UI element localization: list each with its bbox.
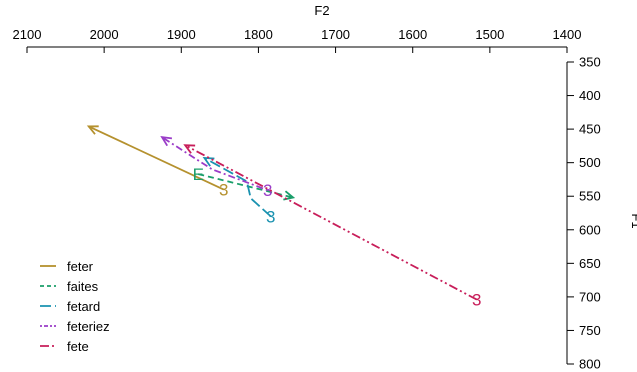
series-line-fetard bbox=[203, 157, 272, 218]
y-tick-label: 550 bbox=[579, 189, 601, 204]
point-label-feteriez: 3 bbox=[263, 181, 272, 200]
series-feter: 3 bbox=[86, 125, 228, 200]
legend-item-faites: faites bbox=[40, 279, 99, 294]
x-tick-label: 2100 bbox=[13, 27, 42, 42]
x-tick-label: 1800 bbox=[244, 27, 273, 42]
series-line-fete bbox=[184, 144, 478, 301]
series-arrow-feteriez bbox=[160, 136, 173, 147]
legend-label: fetard bbox=[67, 299, 100, 314]
y-tick-label: 600 bbox=[579, 222, 601, 237]
point-label-fete: 3 bbox=[472, 291, 481, 310]
y-tick-label: 500 bbox=[579, 155, 601, 170]
x-tick-label: 1700 bbox=[321, 27, 350, 42]
series-arrow-feter bbox=[86, 125, 99, 135]
series-line-feter bbox=[88, 125, 225, 191]
legend-item-fete: fete bbox=[40, 339, 89, 354]
y-tick-label: 750 bbox=[579, 323, 601, 338]
y-tick-label: 800 bbox=[579, 357, 601, 372]
y-axis: 350 400 450 500 550 600 650 700 750 800 bbox=[566, 55, 601, 372]
point-label-faites: E bbox=[193, 165, 204, 184]
point-label-feter: 3 bbox=[219, 181, 228, 200]
x-tick-label: 1500 bbox=[475, 27, 504, 42]
series-feteriez: 3 bbox=[160, 136, 272, 200]
x-tick-label: 1400 bbox=[553, 27, 582, 42]
series-line-feteriez bbox=[161, 136, 269, 192]
legend-item-feter: feter bbox=[40, 259, 94, 274]
series-arrow-fetard bbox=[202, 156, 215, 167]
x-axis-label: F2 bbox=[314, 3, 329, 18]
y-axis-label: F1 bbox=[629, 213, 637, 228]
legend-label: fete bbox=[67, 339, 89, 354]
y-tick-label: 700 bbox=[579, 289, 601, 304]
x-axis: 2100 2000 1900 1800 1700 1600 1500 1400 bbox=[13, 27, 582, 53]
y-tick-label: 350 bbox=[579, 55, 601, 70]
x-tick-label: 1600 bbox=[398, 27, 427, 42]
legend-label: faites bbox=[67, 279, 99, 294]
series-arrow-fete bbox=[183, 144, 196, 154]
legend: feter faites fetard feteriez fete bbox=[40, 259, 110, 354]
point-label-fetard: 3 bbox=[266, 207, 275, 226]
x-tick-label: 1900 bbox=[167, 27, 196, 42]
legend-label: feteriez bbox=[67, 319, 110, 334]
series-fetard: 3 bbox=[202, 156, 276, 226]
legend-label: feter bbox=[67, 259, 94, 274]
legend-item-fetard: fetard bbox=[40, 299, 100, 314]
x-tick-label: 2000 bbox=[90, 27, 119, 42]
y-tick-label: 400 bbox=[579, 88, 601, 103]
y-tick-label: 650 bbox=[579, 256, 601, 271]
series-fete: 3 bbox=[183, 144, 481, 310]
legend-item-feteriez: feteriez bbox=[40, 319, 110, 334]
y-tick-label: 450 bbox=[579, 122, 601, 137]
